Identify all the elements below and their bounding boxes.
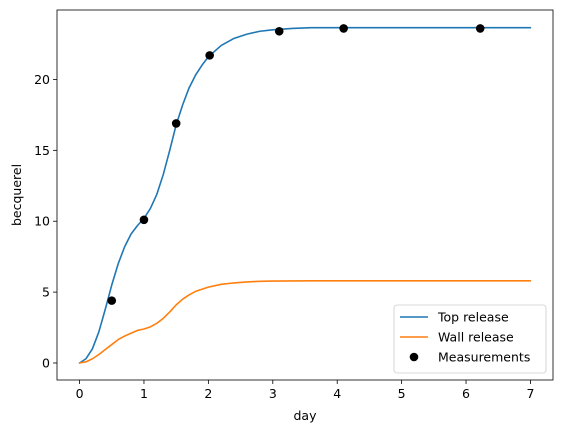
x-tick-label: 0	[76, 386, 84, 401]
series-line-1	[78, 279, 532, 364]
y-tick-label: 20	[34, 72, 50, 87]
y-axis: 0 5 10 15 20	[34, 72, 57, 370]
measurement-point	[274, 26, 284, 36]
measurement-point	[205, 51, 214, 60]
x-axis: 0 1 2 3 4 5 6 7	[76, 380, 534, 401]
x-tick-label: 4	[333, 386, 341, 401]
legend: Top release Wall release Measurements	[393, 304, 547, 374]
legend-box	[393, 304, 547, 374]
x-axis-label: day	[294, 408, 318, 423]
y-axis-label: becquerel	[9, 164, 24, 226]
series-layer	[78, 26, 532, 364]
measurement-point	[171, 119, 181, 128]
x-tick-label: 2	[204, 386, 212, 401]
series-line-0	[78, 26, 532, 364]
measurement-point	[139, 215, 149, 225]
plot-frame	[56, 9, 554, 381]
legend-label: Top release	[437, 310, 509, 325]
points-layer	[107, 24, 485, 305]
legend-label: Measurements	[438, 350, 530, 365]
x-tick-label: 6	[462, 386, 470, 401]
y-tick-label: 0	[42, 355, 50, 370]
legend-swatch	[409, 352, 419, 362]
x-tick-label: 5	[398, 386, 406, 401]
x-tick-label: 3	[269, 386, 277, 401]
x-tick-label: 7	[526, 386, 534, 401]
measurement-point	[339, 24, 348, 33]
y-tick-label: 10	[34, 214, 50, 229]
legend-label: Wall release	[438, 330, 514, 345]
y-tick-label: 5	[42, 285, 50, 300]
measurement-point	[475, 24, 485, 33]
y-tick-label: 15	[34, 143, 50, 158]
x-tick-label: 1	[140, 386, 148, 401]
measurement-point	[107, 296, 117, 305]
